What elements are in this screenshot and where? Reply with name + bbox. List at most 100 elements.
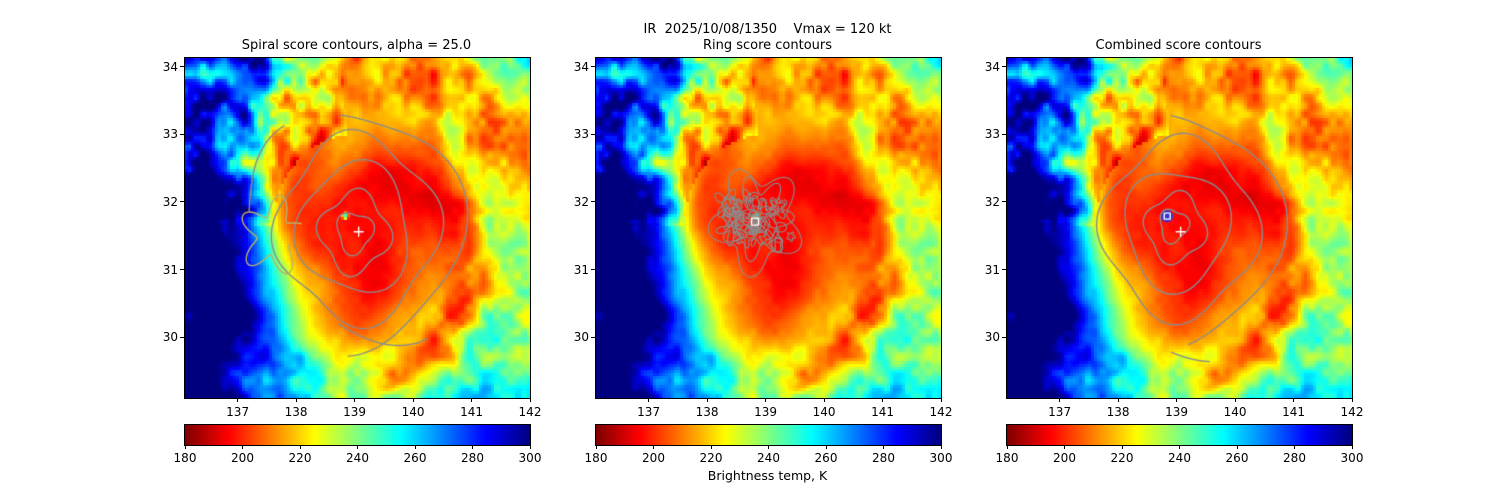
y-tick-mark: [1002, 336, 1006, 338]
y-tick-label: 32: [573, 194, 589, 209]
x-tick-label: 138: [695, 405, 719, 419]
x-tick-label: 140: [1223, 405, 1247, 419]
colorbar-tick-mark: [768, 445, 769, 449]
y-tick-label: 31: [162, 262, 178, 277]
x-tick-label: 141: [871, 405, 894, 419]
y-tick-label: 33: [162, 127, 178, 142]
x-tick-label: 142: [1340, 405, 1364, 419]
colorbar-gradient-spiral: [185, 425, 530, 445]
x-tick-label: 139: [343, 405, 367, 419]
y-tick-label: 33: [573, 127, 589, 142]
colorbar-tick-mark: [242, 445, 243, 449]
map-axes-combined: 137 138 139 140 141 142 34 33 32 31 30: [985, 57, 1363, 419]
colorbar-tick-mark: [825, 445, 827, 449]
x-tick-label: 142: [929, 405, 953, 419]
x-tick-label: 141: [1282, 405, 1305, 419]
colorbar-tick-label: 220: [699, 451, 723, 465]
y-tick-mark: [1002, 269, 1006, 271]
x-tick-mark: [1293, 398, 1295, 402]
colorbar-tick-mark: [883, 445, 884, 449]
colorbar-gradient-ring: [596, 425, 941, 445]
y-tick-label: 33: [984, 127, 1000, 142]
y-tick-mark: [591, 66, 595, 68]
y-tick-label: 31: [573, 262, 589, 277]
colorbar-tick-label: 240: [1168, 451, 1191, 465]
colorbar-tick-mark: [414, 445, 416, 449]
colorbar-tick-label: 280: [872, 451, 895, 465]
colorbar-tick-mark: [710, 445, 712, 449]
y-tick-label: 31: [984, 262, 1000, 277]
colorbar-tick-mark: [595, 445, 597, 449]
panel-ring-score: Ring score contours 137 138 139 140 141 142 34…: [574, 0, 953, 500]
colorbar-tick-label: 200: [231, 451, 254, 465]
colorbar-tick-mark: [472, 445, 473, 449]
colorbar-spiral: 180 200 220 240 260 280 300: [174, 424, 541, 465]
colorbar-tick-label: 260: [1225, 451, 1249, 465]
x-tick-label: 138: [284, 405, 308, 419]
ir-image-combined: [1007, 58, 1352, 398]
x-tick-label: 142: [518, 405, 542, 419]
x-tick-mark: [1117, 398, 1119, 402]
y-tick-label: 30: [984, 330, 1000, 345]
y-tick-mark: [180, 336, 184, 338]
x-tick-mark: [471, 398, 473, 402]
colorbar-tick-mark: [1179, 445, 1180, 449]
colorbar-tick-label: 280: [461, 451, 484, 465]
ir-image-spiral: [185, 58, 530, 398]
x-tick-mark: [823, 398, 825, 402]
x-tick-label: 141: [460, 405, 483, 419]
y-tick-label: 32: [162, 194, 178, 209]
y-tick-mark: [591, 133, 595, 135]
x-tick-mark: [529, 398, 531, 402]
y-tick-mark: [1002, 201, 1006, 203]
colorbar-tick-label: 180: [173, 451, 197, 465]
y-tick-mark: [591, 336, 595, 338]
colorbar-tick-mark: [653, 445, 654, 449]
panel-title-ring: Ring score contours: [702, 38, 833, 53]
colorbar-label: Brightness temp, K: [707, 468, 828, 483]
y-tick-label: 34: [984, 59, 1000, 74]
y-tick-label: 32: [984, 194, 1000, 209]
y-tick-mark: [180, 66, 184, 68]
x-tick-mark: [882, 398, 884, 402]
colorbar-tick-label: 200: [642, 451, 665, 465]
colorbar-tick-label: 280: [1283, 451, 1306, 465]
colorbar-tick-label: 220: [288, 451, 312, 465]
x-tick-label: 139: [1165, 405, 1189, 419]
x-tick-mark: [237, 398, 239, 402]
ir-image-ring: [596, 58, 941, 398]
x-tick-mark: [1234, 398, 1236, 402]
x-tick-mark: [412, 398, 414, 402]
y-tick-mark: [1002, 133, 1006, 135]
y-tick-label: 34: [162, 59, 178, 74]
y-tick-label: 34: [573, 59, 589, 74]
x-tick-mark: [354, 398, 356, 402]
panel-spiral-score: Spiral score contours, alpha = 25.0 137 1…: [163, 0, 542, 500]
colorbar-combined: 180 200 220 240 260 280 300: [996, 424, 1363, 465]
x-tick-label: 138: [1106, 405, 1130, 419]
colorbar-tick-mark: [1121, 445, 1123, 449]
x-tick-label: 140: [812, 405, 836, 419]
colorbar-tick-label: 180: [584, 451, 608, 465]
x-tick-mark: [295, 398, 297, 402]
colorbar-ring: 180 200 220 240 260 280 300: [585, 424, 952, 465]
map-axes-ring: 137 138 139 140 141 142 34 33 32 31 30: [574, 57, 952, 419]
y-tick-label: 30: [573, 330, 589, 345]
x-tick-mark: [1176, 398, 1178, 402]
x-tick-label: 137: [637, 405, 661, 419]
colorbar-tick-mark: [1351, 445, 1353, 449]
colorbar-tick-label: 240: [346, 451, 369, 465]
colorbar-tick-mark: [1294, 445, 1295, 449]
x-tick-mark: [706, 398, 708, 402]
x-tick-mark: [765, 398, 767, 402]
colorbar-tick-label: 180: [995, 451, 1019, 465]
colorbar-tick-mark: [1064, 445, 1065, 449]
x-tick-label: 137: [1048, 405, 1072, 419]
x-tick-label: 140: [401, 405, 425, 419]
colorbar-tick-label: 300: [518, 451, 542, 465]
x-tick-mark: [940, 398, 942, 402]
panel-title-spiral: Spiral score contours, alpha = 25.0: [241, 38, 472, 53]
colorbar-tick-mark: [1006, 445, 1008, 449]
x-tick-mark: [1351, 398, 1353, 402]
